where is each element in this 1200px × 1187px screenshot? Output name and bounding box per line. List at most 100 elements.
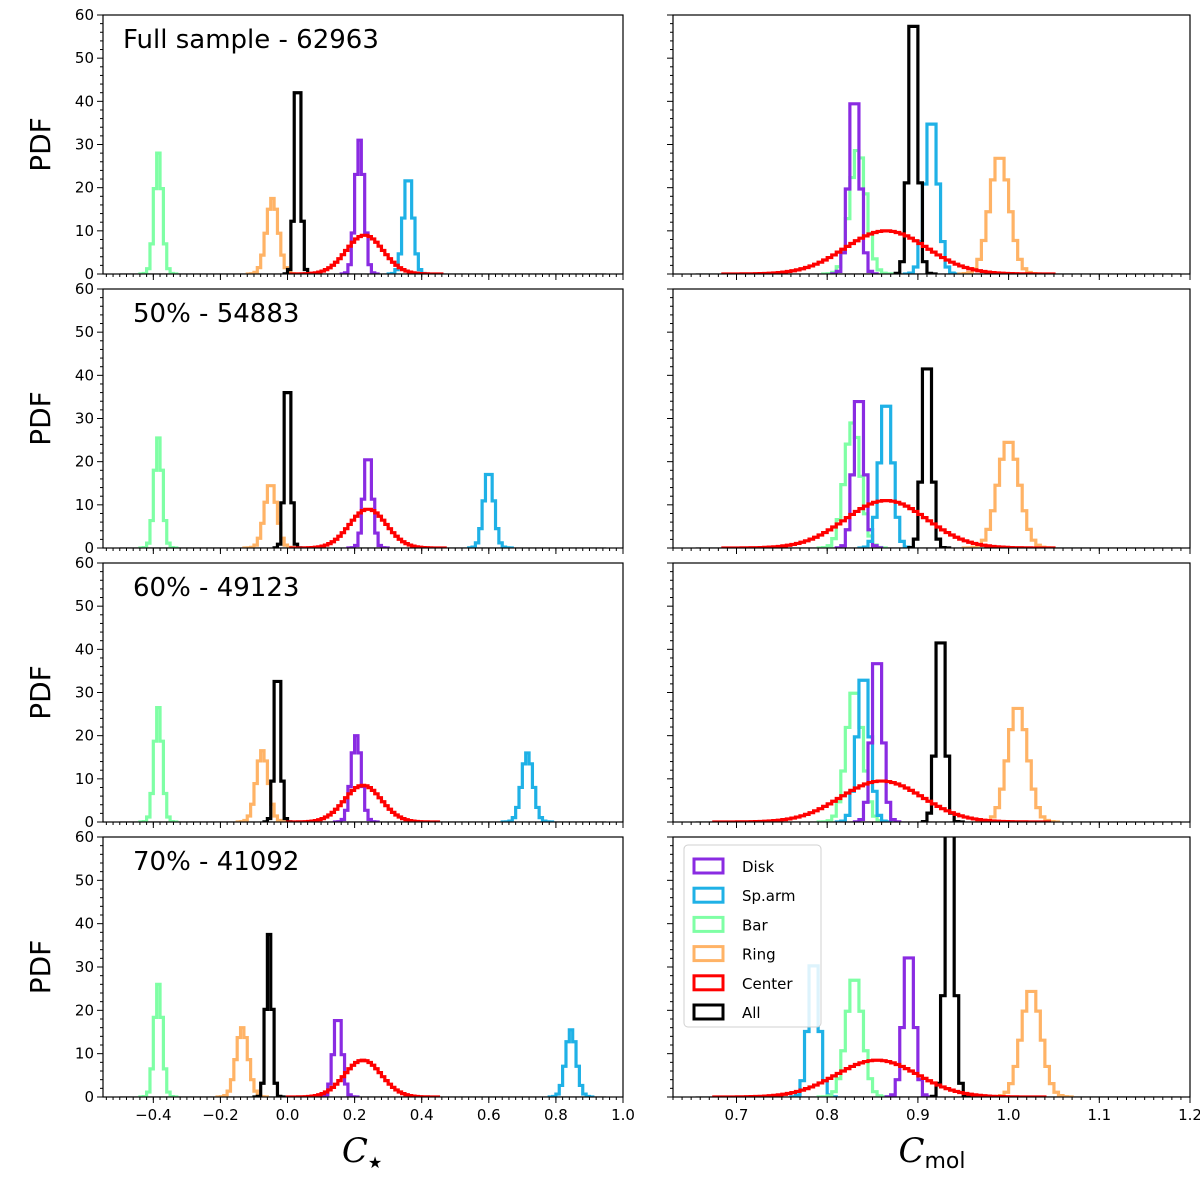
y-tick-label: 60 <box>75 554 94 572</box>
hist-ring <box>975 706 1061 822</box>
panel-left-2: 0 10 20 30 40 50 60 PDF 50% - 54883 <box>24 280 624 557</box>
x-tick-label: −0.4 <box>135 1106 171 1124</box>
hist-center <box>285 783 441 822</box>
hist-sp-arm <box>857 404 915 548</box>
legend-swatch-all <box>692 1003 725 1021</box>
hist-ring <box>957 156 1042 274</box>
hist-bar <box>816 978 893 1097</box>
x-tick-label: 1.0 <box>997 1106 1021 1124</box>
y-axis-label: PDF <box>24 665 57 720</box>
legend-label: Sp.arm <box>742 887 796 905</box>
hist-ring <box>988 989 1074 1097</box>
y-tick-label: 20 <box>75 727 94 745</box>
y-tick-label: 60 <box>75 828 94 846</box>
y-tick-label: 40 <box>75 92 94 110</box>
hist-bar <box>138 706 179 822</box>
hist-disk <box>830 102 879 274</box>
hist-disk <box>884 956 934 1097</box>
y-tick-label: 0 <box>84 1088 94 1106</box>
hist-sp-arm <box>386 179 431 274</box>
legend-label: Disk <box>742 858 775 876</box>
hist-all <box>252 932 286 1097</box>
y-tick-label: 30 <box>75 958 94 976</box>
y-tick-label: 10 <box>75 222 94 240</box>
y-tick-label: 10 <box>75 496 94 514</box>
y-axis-label: PDF <box>24 391 57 446</box>
hist-sp-arm <box>834 678 893 822</box>
hist-bar <box>138 982 179 1097</box>
panel-left-3: 0 10 20 30 40 50 60 PDF 60% - 49123 <box>24 554 624 831</box>
y-tick-label: 40 <box>75 915 94 933</box>
y-tick-label: 0 <box>84 539 94 557</box>
legend-label: Center <box>742 975 793 993</box>
hist-bar <box>138 151 179 274</box>
hist-disk <box>852 662 902 822</box>
panel-left-1: 0 10 20 30 40 50 60 PDF Full sample - 62963 <box>24 6 624 283</box>
histograms <box>119 391 607 548</box>
y-tick-label: 40 <box>75 640 94 658</box>
panel-right-2 <box>667 288 1191 554</box>
y-tick-label: 30 <box>75 410 94 428</box>
legend: Disk Sp.arm Bar Ring Center All <box>683 844 822 1028</box>
x-tick-label: 0.4 <box>410 1106 434 1124</box>
hist-center <box>721 498 1056 548</box>
hist-all <box>272 391 303 548</box>
y-tick-label: 30 <box>75 684 94 702</box>
x-tick-label: 0.6 <box>477 1106 501 1124</box>
hist-center <box>712 1058 1047 1097</box>
hist-center <box>721 229 1056 274</box>
legend-swatch-center <box>692 974 725 992</box>
hist-bar <box>138 436 179 548</box>
histograms <box>695 24 1181 274</box>
hist-center <box>289 233 444 274</box>
hist-all <box>929 837 974 1097</box>
y-tick-label: 40 <box>75 366 94 384</box>
legend-label: Bar <box>742 916 768 934</box>
x-tick-label: 0.8 <box>544 1106 568 1124</box>
x-tick-label: 1.1 <box>1087 1106 1111 1124</box>
x-tick-label: 1.2 <box>1178 1106 1200 1124</box>
legend-swatch-disk <box>692 857 725 875</box>
histograms <box>119 91 607 274</box>
hist-disk <box>834 399 884 548</box>
y-tick-label: 0 <box>84 813 94 831</box>
y-tick-label: 50 <box>75 49 94 67</box>
x-axis-label-left: C★ <box>342 1131 382 1172</box>
y-tick-label: 50 <box>75 871 94 889</box>
y-tick-label: 60 <box>75 6 94 24</box>
histograms <box>119 932 607 1097</box>
hist-sp-arm <box>547 1028 595 1097</box>
hist-ring <box>235 749 290 822</box>
hist-sp-arm <box>467 472 514 548</box>
hist-disk <box>346 458 390 548</box>
panel-title: 50% - 54883 <box>133 299 299 329</box>
legend-box <box>683 844 822 1028</box>
x-tick-label: 0.2 <box>343 1106 367 1124</box>
histograms <box>119 679 607 822</box>
axes-frame <box>672 14 1191 275</box>
hist-center <box>289 507 447 548</box>
x-tick-label: −0.2 <box>202 1106 238 1124</box>
panel-left-4: 0 10 20 30 40 50 60 −0.4 −0.2 0.0 0.2 0.4 0.6 0.8 1.0 P… <box>24 828 635 1124</box>
panel-title: 70% - 41092 <box>133 847 299 877</box>
hist-sp-arm <box>500 751 555 822</box>
panel-title: 60% - 49123 <box>133 573 299 603</box>
legend-label: Ring <box>742 946 776 964</box>
y-tick-label: 10 <box>75 770 94 788</box>
hist-ring <box>961 440 1056 548</box>
panel-title: Full sample - 62963 <box>123 25 379 55</box>
legend-swatch-ring <box>692 945 725 963</box>
y-tick-label: 10 <box>75 1045 94 1063</box>
hist-all <box>282 91 313 274</box>
x-tick-label: 0.7 <box>725 1106 749 1124</box>
hist-sp-arm <box>902 122 961 274</box>
hist-disk <box>339 138 380 274</box>
y-axis-label: PDF <box>24 940 57 995</box>
histograms <box>695 641 1181 822</box>
y-tick-label: 0 <box>84 265 94 283</box>
panel-right-3 <box>667 562 1191 828</box>
hist-all <box>893 24 938 274</box>
x-tick-label: 0.8 <box>815 1106 839 1124</box>
x-tick-label: 0.0 <box>276 1106 300 1124</box>
